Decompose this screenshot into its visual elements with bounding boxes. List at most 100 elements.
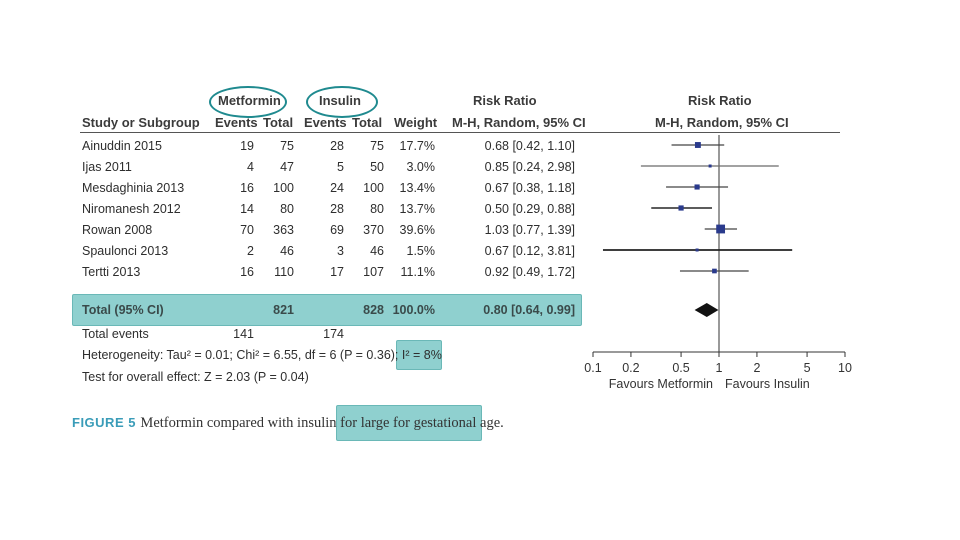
study-name: Spaulonci 2013	[82, 244, 169, 258]
total-ci: 0.80 [0.64, 0.99]	[483, 303, 575, 317]
study-name: Mesdaghinia 2013	[82, 181, 185, 195]
ins-total: 50	[370, 160, 384, 174]
study-marker	[712, 268, 717, 274]
favours-left-label: Favours Metformin	[609, 377, 713, 391]
metformin-header: Metformin	[218, 93, 281, 108]
ins-total: 370	[363, 223, 384, 237]
caption-text: Metformin compared with insulin for	[140, 415, 361, 431]
ci-text: 0.92 [0.49, 1.72]	[484, 265, 575, 279]
header-rule	[80, 132, 840, 133]
x-tick-label: 0.5	[672, 361, 689, 375]
x-tick-label: 0.2	[622, 361, 639, 375]
study-marker	[716, 224, 726, 234]
ins-events: 28	[330, 202, 344, 216]
weight: 13.4%	[399, 181, 435, 195]
met-events: 4	[247, 160, 254, 174]
heterogeneity-text: Heterogeneity: Tau² = 0.01; Chi² = 6.55,…	[82, 348, 402, 362]
caption-highlight	[336, 405, 482, 441]
ci-text: 0.67 [0.38, 1.18]	[484, 181, 575, 195]
x-tick-label: 10	[838, 361, 852, 375]
total-met: 821	[273, 303, 294, 317]
total-ins: 828	[363, 303, 384, 317]
i2-value: I² = 8%	[401, 348, 442, 362]
weight: 3.0%	[406, 160, 436, 174]
study-marker	[694, 184, 700, 190]
metformin-ellipse	[209, 86, 287, 118]
favours-right-label: Favours Insulin	[725, 377, 810, 391]
ci-text: 0.85 [0.24, 2.98]	[484, 160, 575, 174]
study-marker	[694, 142, 701, 148]
col-ins-events: Events	[304, 115, 347, 130]
met-events: 2	[247, 244, 254, 258]
ins-events: 69	[330, 223, 344, 237]
x-tick-label: 5	[804, 361, 811, 375]
total-weight: 100.0%	[392, 303, 435, 317]
ins-total: 80	[370, 202, 384, 216]
ins-total: 100	[363, 181, 384, 195]
met-total: 363	[273, 223, 294, 237]
weight: 17.7%	[399, 139, 435, 153]
rr-column-title: Risk Ratio	[473, 93, 537, 108]
met-events: 19	[240, 139, 254, 153]
study-name: Tertti 2013	[82, 265, 141, 279]
col-met-total: Total	[263, 115, 294, 130]
ci-text: 0.67 [0.12, 3.81]	[484, 244, 575, 258]
ins-events: 3	[337, 244, 344, 258]
ci-text: 0.68 [0.42, 1.10]	[484, 139, 575, 153]
met-total: 80	[280, 202, 294, 216]
ins-events: 5	[337, 160, 344, 174]
met-events: 70	[240, 223, 254, 237]
total-label: Total (95% CI)	[82, 303, 164, 317]
plot-title: Risk Ratio	[688, 93, 752, 108]
col-rr-method: M-H, Random, 95% CI	[452, 115, 586, 130]
insulin-ellipse	[306, 86, 378, 118]
x-tick-label: 1	[716, 361, 723, 375]
col-study: Study or Subgroup	[82, 115, 200, 130]
total-events-label: Total events	[82, 327, 149, 341]
ci-text: 1.03 [0.77, 1.39]	[484, 223, 575, 237]
col-met-events: Events	[215, 115, 258, 130]
met-events: 16	[240, 265, 254, 279]
figure-caption: FIGURE 5 Metformin compared with insulin…	[72, 414, 504, 432]
col-ins-total: Total	[352, 115, 383, 130]
met-total: 46	[280, 244, 294, 258]
ins-events: 28	[330, 139, 344, 153]
figure-number: FIGURE 5	[72, 415, 136, 430]
study-name: Ainuddin 2015	[82, 139, 162, 153]
col-weight: Weight	[394, 115, 438, 130]
overall-effect: Test for overall effect: Z = 2.03 (P = 0…	[82, 370, 309, 384]
total-events-ins: 174	[323, 327, 344, 341]
ins-events: 17	[330, 265, 344, 279]
study-name: Niromanesh 2012	[82, 202, 181, 216]
weight: 39.6%	[399, 223, 435, 237]
insulin-header: Insulin	[319, 93, 361, 108]
caption-highlight-text: large for gestational age.	[360, 415, 504, 431]
x-tick-label: 2	[753, 361, 760, 375]
ins-total: 75	[370, 139, 384, 153]
weight: 13.7%	[399, 202, 435, 216]
met-total: 75	[280, 139, 294, 153]
weight: 1.5%	[406, 244, 436, 258]
i2-highlight	[396, 340, 442, 370]
plot-method: M-H, Random, 95% CI	[655, 115, 789, 130]
weight: 11.1%	[400, 265, 435, 279]
met-events: 16	[240, 181, 254, 195]
met-total: 100	[273, 181, 294, 195]
ci-text: 0.50 [0.29, 0.88]	[484, 202, 575, 216]
total-row-highlight	[72, 294, 582, 326]
study-marker	[678, 205, 684, 211]
heterogeneity: Heterogeneity: Tau² = 0.01; Chi² = 6.55,…	[82, 348, 442, 362]
met-total: 110	[274, 265, 294, 279]
pooled-diamond	[694, 303, 719, 317]
study-marker	[695, 248, 699, 252]
total-events-met: 141	[233, 327, 254, 341]
x-tick-label: 0.1	[584, 361, 601, 375]
study-name: Rowan 2008	[82, 223, 153, 237]
ins-events: 24	[330, 181, 344, 195]
met-total: 47	[280, 160, 294, 174]
ins-total: 107	[363, 265, 384, 279]
ins-total: 46	[370, 244, 384, 258]
study-marker	[708, 164, 712, 168]
met-events: 14	[240, 202, 254, 216]
